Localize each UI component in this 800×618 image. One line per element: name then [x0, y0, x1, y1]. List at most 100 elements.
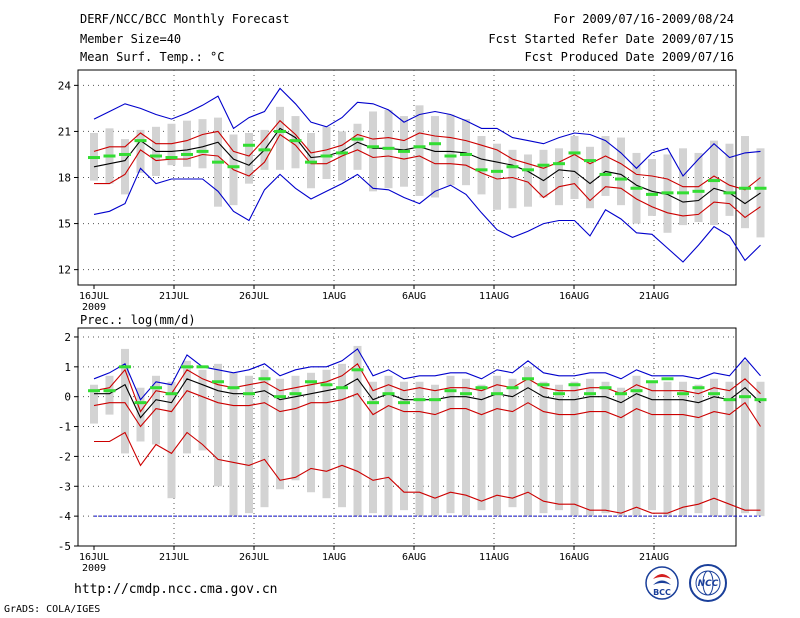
bcc-logo-arc-blue	[653, 580, 671, 585]
temp-line-min	[93, 167, 761, 263]
temp-ensemble-box	[462, 119, 470, 186]
prec-ensemble-box	[477, 384, 486, 511]
prec-ensemble-box	[586, 378, 594, 517]
temp-median-mark	[429, 142, 441, 146]
prec-xtick-label: 1AUG	[322, 552, 346, 563]
prec-ensemble-box	[431, 384, 439, 517]
temp-ensemble-box	[586, 146, 594, 209]
temp-ensemble-box	[477, 136, 486, 195]
temp-median-mark	[677, 191, 689, 195]
temp-line-mean	[93, 127, 761, 205]
temp-xtick-label: 16JUL	[79, 291, 109, 302]
prec-median-mark	[181, 365, 193, 369]
temp-median-mark	[630, 186, 643, 190]
temp-median-mark	[506, 165, 519, 169]
temp-median-mark	[382, 146, 395, 150]
prec-median-mark	[243, 392, 255, 396]
temp-median-mark	[165, 156, 178, 160]
temp-median-mark	[227, 165, 240, 169]
prec-xtick-label: 11AUG	[479, 552, 509, 563]
temperature-panel: 12 15 18 21 24 16JUL 21JUL 26JUL 1AUG 6AUG 11AUG 16…	[58, 69, 767, 313]
prec-line-spread_upper	[93, 362, 761, 413]
prec-ytick-label: -4	[58, 510, 72, 523]
prec-median-mark	[708, 392, 720, 396]
temp-median-mark	[243, 143, 255, 147]
temp-median-mark	[599, 172, 612, 176]
prec-median-mark	[630, 389, 643, 393]
prec-ensemble-box	[508, 378, 517, 508]
temp-median-mark	[661, 191, 674, 195]
prec-ensemble-box	[570, 381, 579, 517]
forecast-started-label: Fcst Started Refer Date 2009/07/15	[488, 32, 734, 46]
prec-ensemble-box	[152, 375, 160, 445]
prec-ensemble-box	[105, 375, 114, 415]
prec-ensemble-box	[322, 369, 331, 499]
temp-median-mark	[134, 139, 147, 143]
prec-median-mark	[196, 365, 209, 369]
prec-xtick-label: 6AUG	[402, 552, 426, 563]
prec-ensemble-box	[90, 384, 98, 424]
prec-median-mark	[599, 386, 612, 390]
prec-median-mark	[351, 368, 364, 372]
temp-line-spread_lower	[94, 133, 761, 219]
prec-ensemble-box	[245, 375, 253, 514]
temp-median-mark	[88, 156, 100, 160]
prec-ensemble-box	[291, 375, 300, 481]
temp-median-mark	[537, 163, 550, 167]
temp-ensemble-box	[353, 123, 362, 170]
source-url[interactable]: http://cmdp.ncc.cma.gov.cn	[74, 582, 278, 597]
temp-ensemble-box	[756, 148, 765, 238]
prec-ytick-label: 1	[64, 361, 71, 374]
temp-xtick-label: 21AUG	[639, 291, 669, 302]
temp-ensemble-box	[415, 105, 424, 196]
temp-ytick-label: 18	[58, 172, 71, 185]
prec-median-mark	[274, 395, 286, 399]
temp-xtick-label: 26JUL	[239, 291, 269, 302]
precipitation-variable-label: Prec.: log(mm/d)	[80, 313, 196, 327]
prec-xtick-label: 16AUG	[559, 552, 589, 563]
prec-xtick-label: 16JUL	[79, 552, 109, 563]
temp-median-mark	[196, 149, 209, 153]
prec-ensemble-box	[369, 381, 377, 514]
prec-ensemble-box	[276, 378, 284, 490]
prec-median-mark	[677, 392, 689, 396]
temp-ensemble-box	[555, 148, 563, 206]
prec-median-mark	[134, 401, 147, 405]
temp-xtick-label: 6AUG	[402, 291, 426, 302]
prec-ensemble-box	[601, 381, 610, 514]
prec-ensemble-box	[415, 381, 424, 517]
prec-xtick-label: 26JUL	[239, 552, 269, 563]
temp-ensemble-box	[710, 140, 718, 226]
prec-median-mark	[398, 401, 410, 405]
temp-median-mark	[692, 189, 705, 193]
prec-ensemble-box	[307, 372, 315, 493]
ncc-logo: NCC	[689, 564, 727, 602]
temp-median-mark	[212, 160, 224, 164]
temp-ensemble-box	[291, 116, 300, 169]
prec-median-mark	[553, 392, 565, 396]
temp-ensemble-box	[136, 129, 145, 173]
prec-ensemble-box	[632, 375, 641, 517]
prec-median-mark	[522, 377, 534, 381]
prec-median-mark	[661, 377, 674, 381]
prec-xtick-label: 21JUL	[159, 552, 189, 563]
prec-median-mark	[537, 383, 550, 387]
prec-median-mark	[382, 392, 395, 396]
prec-median-mark	[336, 386, 348, 390]
precipitation-panel: -5 -4 -3 -2 -1 0 1 2 16JUL 21JUL 26JUL 1AUG 6AUG 11AU…	[58, 327, 767, 574]
temp-ytick-label: 12	[58, 264, 71, 277]
prec-ensemble-box	[462, 378, 470, 517]
prec-ensemble-box	[710, 378, 718, 517]
temp-ensemble-box	[198, 119, 207, 169]
temp-ensemble-box	[508, 149, 517, 209]
temp-median-mark	[491, 169, 503, 173]
prec-xtick-label: 21AUG	[639, 552, 669, 563]
temp-ensemble-box	[539, 149, 548, 198]
prec-ensemble-box	[260, 369, 269, 508]
temp-ensemble-box	[121, 139, 129, 195]
prec-ytick-label: -3	[58, 480, 71, 493]
prec-median-mark	[506, 386, 519, 390]
prec-ensemble-box	[493, 375, 501, 517]
ncc-logo-text: NCC	[698, 579, 719, 589]
prec-ensemble-box	[756, 381, 765, 517]
